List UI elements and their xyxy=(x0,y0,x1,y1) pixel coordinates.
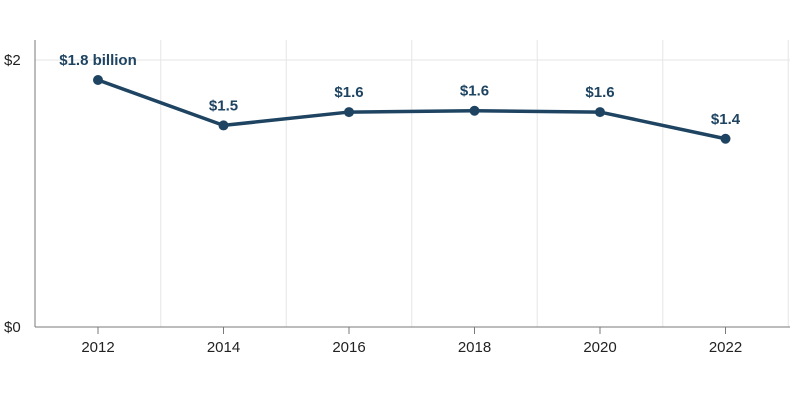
data-label-2014: $1.5 xyxy=(209,97,238,114)
series-line-0 xyxy=(96,78,728,141)
data-point-2020 xyxy=(595,107,605,118)
x-tick-label-1: 2014 xyxy=(207,339,240,356)
data-point-2018 xyxy=(469,105,480,116)
data-point-2016 xyxy=(344,107,354,118)
x-tick-label-0: 2012 xyxy=(81,339,114,356)
data-label-2016: $1.6 xyxy=(334,84,363,101)
x-tick-label-2: 2016 xyxy=(332,339,365,356)
y-tick-label-1: $2 xyxy=(4,52,21,69)
x-tick-label-4: 2020 xyxy=(583,339,616,356)
y-tick-label-0: $0 xyxy=(4,319,21,336)
data-point-2014 xyxy=(218,120,229,131)
data-label-2022: $1.4 xyxy=(711,111,741,128)
axes: $0 $2 2012 2014 2016 2018 2020 2022 xyxy=(4,40,790,356)
x-tick-label-5: 2022 xyxy=(709,339,742,356)
data-point-2022 xyxy=(720,133,731,144)
data-label-2012: $1.8 billion xyxy=(59,52,137,69)
data-labels: $1.8 billion $1.5 $1.6 $1.6 $1.6 $1.4 xyxy=(59,52,741,128)
x-tick-label-3: 2018 xyxy=(458,339,491,356)
grid-lines xyxy=(35,40,790,327)
data-point-2012 xyxy=(93,75,103,86)
data-label-2018: $1.6 xyxy=(460,83,489,100)
data-label-2020: $1.6 xyxy=(585,84,614,101)
series xyxy=(93,75,731,144)
